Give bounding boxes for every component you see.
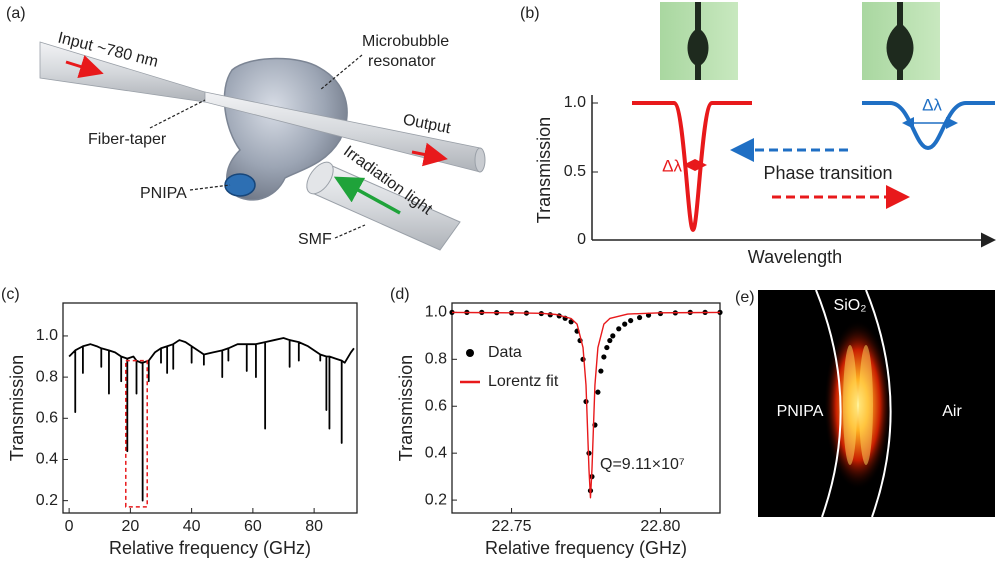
y-axis-label: Transmission	[396, 355, 416, 461]
fiber-end	[474, 147, 486, 173]
leader	[149, 99, 206, 129]
y-tick-label: 0.4	[425, 444, 447, 461]
label: SMF	[298, 231, 332, 248]
shell-boundary	[865, 289, 892, 518]
x-axis-label: Wavelength	[748, 247, 842, 267]
y-tick-label: 0.2	[36, 492, 58, 509]
panel-b: (b) 1.0 0.5 0 Transmission Wavelength Δλ…	[520, 2, 996, 267]
y-axis-label: Transmission	[7, 355, 27, 461]
y-axis-label: Transmission	[534, 117, 554, 223]
panel-label: (c)	[1, 286, 20, 303]
leader	[189, 184, 231, 191]
micrograph-bubble	[886, 2, 914, 80]
label: Microbubble	[362, 33, 449, 50]
highlight-box	[125, 359, 148, 508]
mode-field	[824, 320, 892, 490]
legend-label: Data	[488, 344, 522, 361]
y-tick-label: 0.6	[36, 410, 58, 427]
microbubble	[223, 57, 348, 201]
data-point	[604, 344, 610, 351]
plot-frame	[451, 302, 721, 514]
annotation: Q=9.11×10⁷	[600, 456, 685, 473]
broad-resonance	[862, 101, 995, 151]
data-point	[717, 309, 723, 315]
micrograph-bubble	[687, 2, 709, 80]
panel-label: (d)	[390, 286, 410, 303]
shell-boundary	[815, 289, 842, 518]
panel-a: (a) Input ~780 nm Microbubble resonator …	[6, 5, 486, 251]
data-line	[68, 337, 355, 502]
data-point	[598, 368, 604, 374]
data-point	[449, 309, 455, 315]
mode-lobe	[859, 345, 873, 465]
data-point	[601, 354, 607, 360]
plot-frame	[62, 302, 358, 514]
smf-end	[306, 161, 334, 195]
x-tick-label: 0	[65, 518, 74, 535]
legend-marker	[466, 349, 474, 357]
x-tick-label: 20	[121, 518, 139, 535]
y-tick-label: 0.2	[425, 491, 447, 508]
leader	[319, 54, 363, 91]
data-point	[637, 314, 643, 321]
y-tick-label: 1.0	[36, 327, 58, 344]
irradiation-arrow	[333, 176, 401, 215]
y-tick-label: 0	[577, 231, 586, 248]
x-tick-label: 40	[183, 518, 201, 535]
data-point	[616, 326, 622, 332]
data-point	[595, 389, 601, 395]
label: Fiber-taper	[88, 131, 167, 148]
data-point	[607, 337, 613, 344]
y-tick-label: 0.8	[425, 351, 447, 368]
mode-lobe	[843, 345, 857, 465]
data-point	[610, 333, 616, 339]
y-tick-label: 0.8	[36, 368, 58, 385]
data-line	[451, 311, 721, 499]
region-label: PNIPA	[777, 403, 824, 420]
output-arrow	[411, 142, 448, 167]
legend-label: Lorentz fit	[488, 373, 559, 390]
leader	[334, 224, 366, 239]
label: PNIPA	[140, 185, 187, 202]
y-tick-label: 0.5	[564, 163, 586, 180]
data-point	[622, 321, 628, 327]
x-tick-label: 22.75	[492, 518, 532, 535]
panel-label: (a)	[6, 5, 26, 22]
y-tick-label: 0.4	[36, 451, 58, 468]
x-tick-label: 22.80	[640, 518, 680, 535]
y-tick-label: 1.0	[425, 304, 447, 321]
region-label: SiO₂	[834, 297, 867, 314]
panel-e: (e) SiO₂ PNIPA Air	[735, 289, 995, 518]
x-tick-label: 80	[305, 518, 323, 535]
pnipa-core	[224, 173, 256, 197]
delta-label: Δλ	[662, 156, 682, 175]
annotation: Phase transition	[763, 163, 892, 183]
x-tick-label: 60	[244, 518, 262, 535]
panel-label: (e)	[735, 289, 755, 306]
panel-label: (b)	[520, 5, 540, 22]
narrow-resonance	[632, 101, 752, 233]
y-tick-label: 0.6	[425, 397, 447, 414]
data-point	[628, 317, 634, 324]
region-label: Air	[942, 403, 962, 420]
data-point	[580, 356, 586, 362]
label: resonator	[368, 53, 436, 70]
input-arrow	[65, 55, 104, 79]
delta-label: Δλ	[922, 95, 942, 114]
y-tick-label: 1.0	[564, 94, 586, 111]
x-axis-label: Relative frequency (GHz)	[485, 538, 687, 558]
x-axis-label: Relative frequency (GHz)	[109, 538, 311, 558]
